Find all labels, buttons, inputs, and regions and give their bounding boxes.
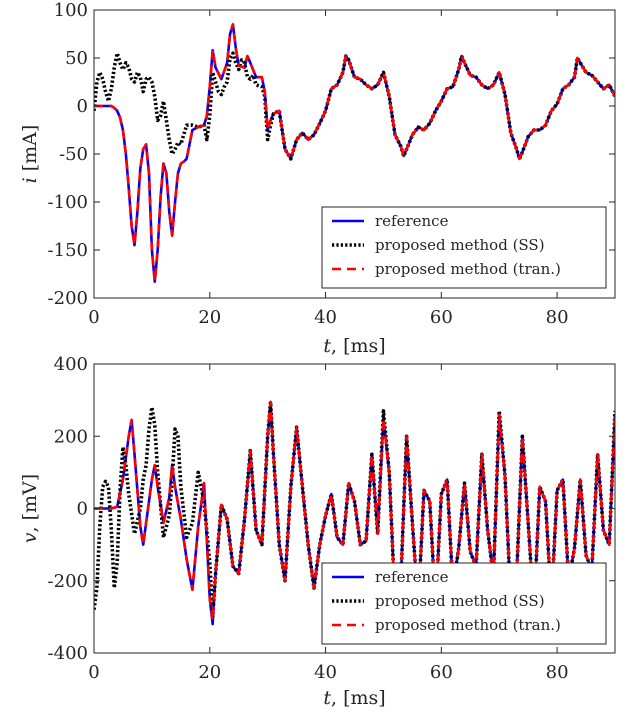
legend-label: proposed method (SS) <box>375 236 545 254</box>
y-axis-label: v, [mV] <box>19 474 41 543</box>
y-tick-label: -100 <box>48 192 88 213</box>
x-tick-label: 40 <box>314 662 337 683</box>
y-axis-label: i [mA] <box>19 125 41 184</box>
series-line-2 <box>94 51 615 161</box>
x-tick-label: 0 <box>88 307 99 328</box>
y-tick-label: -150 <box>48 240 88 261</box>
x-axis-label: t, [ms] <box>323 687 385 709</box>
y-tick-label: 0 <box>77 499 88 520</box>
y-tick-label: -200 <box>48 571 88 592</box>
x-tick-label: 80 <box>546 307 569 328</box>
legend-box <box>321 206 607 289</box>
x-tick-label: 60 <box>430 662 453 683</box>
x-tick-label: 80 <box>546 662 569 683</box>
x-tick-label: 20 <box>198 662 221 683</box>
y-tick-label: 50 <box>65 48 88 69</box>
x-tick-label: 60 <box>430 307 453 328</box>
legend-box <box>321 562 607 645</box>
legend-label: reference <box>375 212 449 230</box>
chart-panel-1: 0 20 40 60 80 -200 -150 -100 -50 0 50 100 t, [ms] i [… <box>19 0 616 357</box>
legend-label: proposed method (tran.) <box>375 616 561 634</box>
legend-label: proposed method (tran.) <box>375 260 561 278</box>
chart-panel-2: 0 20 40 60 80 -400 -200 0 200 400 t, [ms] v, [mV] re… <box>19 354 616 709</box>
y-tick-label: -50 <box>59 144 88 165</box>
legend: reference proposed method (SS) proposed me… <box>321 562 607 645</box>
legend-label: reference <box>375 568 449 586</box>
series-line-3 <box>94 23 615 283</box>
legend-label: proposed method (SS) <box>375 592 545 610</box>
x-tick-label: 40 <box>314 307 337 328</box>
y-tick-label: 0 <box>77 96 88 117</box>
x-axis-label: t, [ms] <box>323 335 385 357</box>
y-tick-label: 100 <box>54 0 88 21</box>
y-tick-label: 200 <box>54 426 88 447</box>
legend: reference proposed method (SS) proposed me… <box>321 206 607 289</box>
series-group <box>94 23 615 283</box>
y-tick-label: 400 <box>54 354 88 375</box>
y-tick-label: -400 <box>48 643 88 664</box>
x-tick-label: 0 <box>88 662 99 683</box>
x-tick-label: 20 <box>198 307 221 328</box>
y-tick-label: -200 <box>48 288 88 309</box>
